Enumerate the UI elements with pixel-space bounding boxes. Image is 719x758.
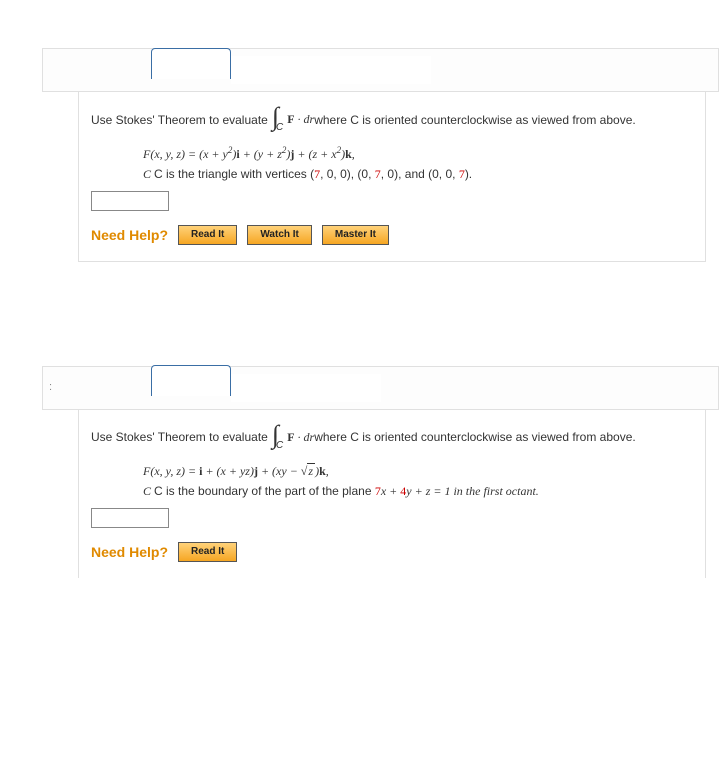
integrand: F · dr — [287, 430, 314, 445]
integrand: F · dr — [287, 112, 314, 127]
question1-body: Use Stokes' Theorem to evaluate ∫ C F · … — [78, 92, 706, 262]
prompt-text-b: where C is oriented counterclockwise as … — [314, 113, 635, 127]
need-help-label: Need Help? — [91, 227, 168, 243]
triangle-desc-a: C is the triangle with vertices ( — [154, 167, 314, 181]
prompt-text-b: where C is oriented counterclockwise as … — [314, 430, 635, 444]
question2-header: : — [42, 366, 719, 410]
header-tab-outline — [151, 48, 231, 79]
watch-it-button[interactable]: Watch It — [247, 225, 312, 245]
prompt-text-a: Use Stokes' Theorem to evaluate — [91, 113, 268, 127]
question1-header — [42, 48, 719, 92]
question2-body: Use Stokes' Theorem to evaluate ∫ C F · … — [78, 410, 706, 578]
need-help-label: Need Help? — [91, 544, 168, 560]
integral-symbol: ∫ C — [272, 424, 283, 451]
integral-symbol: ∫ C — [272, 106, 283, 133]
question2-prompt: Use Stokes' Theorem to evaluate ∫ C F · … — [91, 424, 693, 451]
header-tab-outline — [151, 365, 231, 396]
question1-formula: F(x, y, z) = (x + y2)i + (y + z2)j + (z … — [143, 143, 693, 185]
read-it-button[interactable]: Read It — [178, 225, 237, 245]
answer-input[interactable] — [91, 191, 169, 211]
help-row: Need Help? Read It — [91, 542, 693, 562]
master-it-button[interactable]: Master It — [322, 225, 389, 245]
plane-desc-a: C is the boundary of the part of the pla… — [154, 484, 375, 498]
answer-input[interactable] — [91, 508, 169, 528]
read-it-button[interactable]: Read It — [178, 542, 237, 562]
sqrt-z: z — [301, 461, 315, 481]
help-row: Need Help? Read It Watch It Master It — [91, 225, 693, 245]
question1-prompt: Use Stokes' Theorem to evaluate ∫ C F · … — [91, 106, 693, 133]
colon-mark: : — [49, 381, 52, 393]
prompt-text-a: Use Stokes' Theorem to evaluate — [91, 430, 268, 444]
question2-formula: F(x, y, z) = i + (x + yz)j + (xy − z)k, … — [143, 461, 693, 502]
